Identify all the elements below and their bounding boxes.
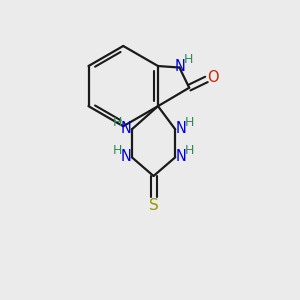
Text: N: N (121, 149, 132, 164)
Text: H: H (185, 116, 194, 129)
Text: H: H (185, 144, 194, 157)
Text: N: N (175, 59, 185, 74)
Text: N: N (175, 149, 186, 164)
Text: N: N (175, 121, 186, 136)
Text: H: H (112, 116, 122, 129)
Text: N: N (121, 121, 132, 136)
Text: S: S (149, 198, 158, 213)
Text: H: H (112, 144, 122, 157)
Text: O: O (207, 70, 219, 86)
Text: H: H (184, 53, 194, 66)
